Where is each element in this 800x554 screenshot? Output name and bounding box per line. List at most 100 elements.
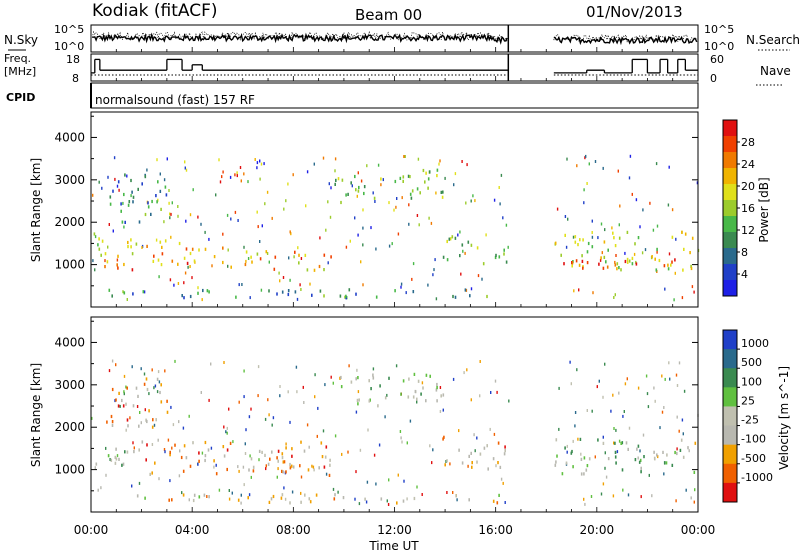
scatter-cell bbox=[243, 395, 245, 399]
scatter-cell bbox=[242, 465, 245, 469]
nsearch-ytick-top: 10^5 bbox=[704, 23, 734, 36]
scatter-cell bbox=[428, 170, 431, 174]
scatter-cell bbox=[313, 268, 316, 272]
scatter-cell bbox=[476, 436, 478, 440]
scatter-cell bbox=[642, 208, 644, 212]
scatter-cell bbox=[362, 226, 364, 230]
scatter-cell bbox=[317, 406, 319, 410]
scatter-cell bbox=[571, 264, 573, 268]
scatter-cell bbox=[111, 420, 114, 424]
scatter-cell bbox=[656, 453, 658, 457]
scatter-cell bbox=[152, 418, 154, 422]
scatter-cell bbox=[218, 488, 221, 492]
xtick-label: 00:00 bbox=[681, 523, 716, 537]
scatter-cell bbox=[682, 432, 684, 436]
scatter-cell bbox=[667, 263, 669, 267]
scatter-cell bbox=[665, 461, 668, 465]
scatter-cell bbox=[108, 288, 111, 292]
scatter-cell bbox=[168, 498, 170, 502]
scatter-cell bbox=[645, 374, 648, 378]
scatter-cell bbox=[94, 235, 97, 239]
scatter-cell bbox=[621, 441, 624, 445]
scatter-cell bbox=[425, 171, 427, 175]
scatter-cell bbox=[452, 294, 454, 299]
scatter-cell bbox=[240, 179, 242, 183]
scatter-cell bbox=[412, 395, 415, 399]
scatter-cell bbox=[668, 361, 670, 365]
scatter-cell bbox=[554, 463, 557, 467]
scatter-cell bbox=[622, 488, 624, 492]
scatter-cell bbox=[496, 390, 498, 394]
scatter-cell bbox=[334, 434, 337, 438]
scatter-cell bbox=[112, 189, 114, 193]
scatter-cell bbox=[676, 415, 678, 419]
scatter-cell bbox=[133, 450, 135, 454]
scatter-cell bbox=[154, 461, 156, 465]
scatter-cell bbox=[668, 165, 670, 169]
scatter-cell bbox=[185, 168, 188, 172]
scatter-cell bbox=[204, 230, 206, 234]
scatter-cell bbox=[126, 386, 128, 390]
scatter-cell bbox=[428, 216, 430, 220]
scatter-cell bbox=[357, 390, 360, 394]
scatter-cell bbox=[682, 268, 684, 272]
scatter-cell bbox=[388, 478, 390, 482]
scatter-cell bbox=[624, 251, 626, 255]
scatter-cell bbox=[555, 460, 557, 464]
scatter-cell bbox=[173, 283, 175, 287]
scatter-cell bbox=[673, 298, 675, 302]
scatter-cell bbox=[430, 221, 433, 225]
scatter-cell bbox=[502, 481, 504, 485]
scatter-cell bbox=[497, 461, 499, 465]
freq-panel: 18 8 60 0 bbox=[66, 53, 724, 85]
scatter-cell bbox=[293, 255, 295, 259]
scatter-cell bbox=[656, 247, 658, 251]
scatter-cell bbox=[192, 188, 194, 192]
scatter-cell bbox=[100, 486, 102, 490]
scatter-cell bbox=[393, 208, 395, 212]
scatter-cell bbox=[208, 398, 210, 402]
scatter-cell bbox=[494, 255, 497, 260]
scatter-cell bbox=[375, 482, 377, 486]
scatter-cell bbox=[131, 268, 134, 272]
scatter-cell bbox=[681, 296, 684, 300]
colorbar-swatch bbox=[723, 216, 737, 233]
scatter-cell bbox=[580, 452, 582, 456]
scatter-cell bbox=[123, 392, 125, 396]
scatter-cell bbox=[279, 394, 281, 398]
scatter-cell bbox=[98, 247, 101, 251]
scatter-cell bbox=[340, 375, 342, 380]
scatter-cell bbox=[411, 189, 414, 193]
nsky-line bbox=[553, 34, 698, 46]
scatter-cell bbox=[153, 386, 155, 390]
scatter-cell bbox=[417, 157, 420, 161]
scatter-cell bbox=[234, 210, 237, 214]
scatter-cell bbox=[406, 497, 408, 501]
scatter-cell bbox=[147, 205, 150, 209]
scatter-cell bbox=[130, 245, 132, 249]
scatter-cell bbox=[476, 246, 479, 250]
scatter-cell bbox=[178, 474, 181, 478]
cpid-panel: normalsound (fast) 157 RF bbox=[90, 82, 699, 109]
scatter-cell bbox=[289, 466, 292, 470]
scatter-cell bbox=[628, 426, 631, 430]
scatter-cell bbox=[670, 263, 672, 267]
scatter-cell bbox=[583, 201, 585, 205]
scatter-cell bbox=[355, 410, 358, 414]
scatter-cell bbox=[436, 168, 439, 172]
scatter-cell bbox=[123, 225, 125, 229]
scatter-cell bbox=[626, 257, 629, 261]
xtick-label: 20:00 bbox=[580, 523, 615, 537]
scatter-cell bbox=[222, 232, 224, 236]
xtick-label: 16:00 bbox=[478, 523, 513, 537]
scatter-cell bbox=[144, 408, 146, 412]
scatter-cell bbox=[436, 386, 438, 390]
scatter-cell bbox=[427, 177, 430, 181]
scatter-cell bbox=[634, 242, 636, 246]
scatter-cell bbox=[566, 450, 568, 454]
colorbar-swatch bbox=[723, 482, 737, 503]
scatter-cell bbox=[388, 201, 390, 205]
scatter-cell bbox=[228, 489, 230, 492]
scatter-cell bbox=[93, 232, 96, 236]
scatter-cell bbox=[259, 240, 261, 243]
